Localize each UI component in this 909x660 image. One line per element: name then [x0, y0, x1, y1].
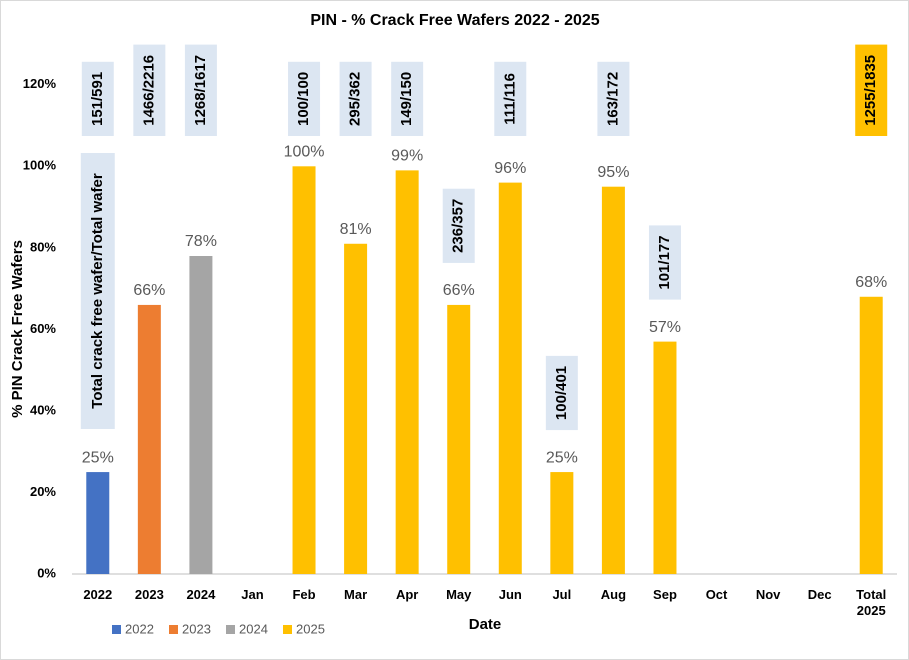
x-tick-label: Jul — [552, 587, 572, 602]
x-tick-label: Jun — [498, 587, 522, 602]
y-tick-label: 60% — [30, 321, 56, 336]
x-tick-label: Sep — [653, 587, 677, 602]
fraction-label: 1268/1617 — [192, 55, 209, 126]
data-label: 78% — [185, 233, 217, 250]
data-label: 25% — [82, 449, 114, 466]
fraction-box — [133, 44, 166, 136]
fraction-box — [288, 61, 321, 136]
x-tick-label: Nov — [755, 587, 781, 602]
bar — [859, 296, 883, 574]
x-tick-label: 2024 — [186, 587, 216, 602]
x-tick-label: Jan — [241, 587, 264, 602]
fraction-label: 149/150 — [398, 72, 415, 126]
fraction-box — [494, 61, 527, 136]
bar — [395, 170, 419, 574]
fraction-box — [648, 225, 681, 300]
legend-label: 2023 — [182, 621, 211, 636]
fraction-label: 163/172 — [604, 72, 621, 126]
fraction-box — [855, 44, 888, 136]
bar — [344, 243, 368, 574]
fraction-label: 1255/1835 — [862, 55, 879, 126]
fraction-label: 100/401 — [553, 366, 570, 420]
x-tick-label: May — [446, 587, 472, 602]
bar — [189, 256, 213, 574]
x-tick-label: Feb — [292, 587, 316, 602]
legend-swatch — [112, 625, 121, 634]
fraction-label: 111/116 — [501, 73, 518, 125]
fraction-box — [184, 44, 217, 136]
y-tick-label: 40% — [30, 402, 56, 417]
fraction-box — [597, 61, 630, 136]
data-label: 100% — [284, 144, 325, 161]
annotation: Total crack free wafer/Total wafer — [89, 173, 106, 409]
y-tick-label: 20% — [30, 484, 56, 499]
bar — [550, 472, 574, 574]
bar — [137, 304, 161, 574]
x-tick-label: Apr — [395, 587, 419, 602]
x-tick-label: Total 2025 — [856, 587, 887, 618]
data-label: 66% — [443, 282, 475, 299]
legend-swatch — [226, 625, 235, 634]
y-tick-label: 0% — [37, 565, 56, 580]
fraction-label: 101/177 — [656, 235, 673, 289]
fraction-label: 1466/2216 — [140, 55, 157, 126]
fraction-box — [339, 61, 372, 136]
bar — [653, 341, 677, 574]
data-label: 66% — [133, 282, 165, 299]
bar — [601, 186, 625, 574]
fraction-label: 100/100 — [295, 72, 312, 126]
x-tick-label: 2023 — [134, 587, 164, 602]
fraction-label: 236/357 — [450, 199, 467, 253]
fraction-box — [81, 61, 114, 136]
x-tick-label: Dec — [807, 587, 832, 602]
data-label: 68% — [855, 274, 887, 291]
bar — [86, 472, 110, 574]
legend-label: 2025 — [296, 621, 325, 636]
bar — [447, 304, 471, 574]
bar — [498, 182, 522, 574]
legend-swatch — [283, 625, 292, 634]
data-label: 81% — [340, 221, 372, 238]
x-tick-label: Aug — [600, 587, 627, 602]
y-axis-title: % PIN Crack Free Wafers — [9, 240, 26, 418]
data-label: 25% — [546, 449, 578, 466]
y-tick-label: 80% — [30, 239, 56, 254]
data-label: 99% — [391, 148, 423, 165]
x-tick-label: 2022 — [83, 587, 113, 602]
x-axis-title: Date — [469, 616, 502, 633]
x-tick-label: Mar — [344, 587, 368, 602]
legend-label: 2024 — [239, 621, 268, 636]
fraction-box — [545, 355, 578, 431]
fraction-box — [442, 188, 475, 263]
fraction-label: 295/362 — [347, 72, 364, 126]
annotation-box — [80, 153, 115, 429]
y-tick-label: 120% — [23, 76, 57, 91]
legend-swatch — [169, 625, 178, 634]
data-label: 96% — [494, 160, 526, 177]
chart-title: PIN - % Crack Free Wafers 2022 - 2025 — [310, 12, 599, 29]
data-label: 57% — [649, 319, 681, 336]
data-label: 95% — [597, 164, 629, 181]
y-tick-label: 100% — [23, 158, 57, 173]
fraction-box — [391, 61, 424, 136]
x-tick-label: Oct — [705, 587, 728, 602]
bar — [292, 166, 316, 575]
fraction-label: 151/591 — [89, 72, 106, 126]
legend-label: 2022 — [125, 621, 154, 636]
